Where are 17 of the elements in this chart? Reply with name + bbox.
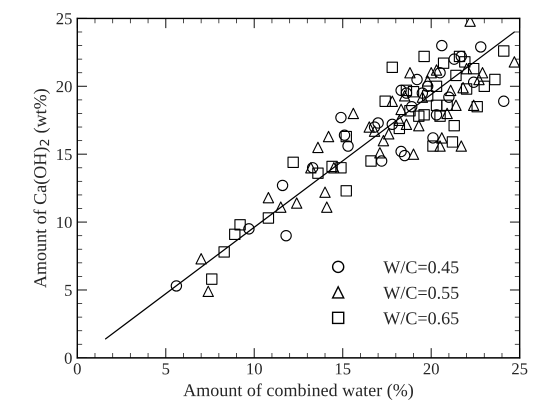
x-tick-label: 20: [424, 363, 439, 374]
legend-label: W/C=0.55: [383, 286, 458, 299]
legend-label: W/C=0.65: [383, 312, 458, 324]
legend-label: W/C=0.45: [383, 261, 458, 274]
x-tick-label: 0: [74, 363, 81, 374]
x-tick-label: 25: [512, 363, 528, 374]
y-axis-title: Amount of Ca(OH)$_{2}$ (wt%): [33, 89, 50, 288]
x-axis-title: Amount of combined water (%): [183, 383, 414, 400]
y-tick-label: 15: [57, 148, 72, 160]
x-tick-label: 5: [162, 363, 170, 374]
x-tick-label: 15: [336, 363, 350, 374]
y-tick-label: 5: [65, 284, 72, 296]
y-tick-label: 10: [57, 216, 72, 228]
y-tick-label: 25: [56, 13, 72, 24]
y-tick-label: 20: [56, 81, 72, 92]
x-tick-label: 10: [247, 363, 262, 374]
y-tick-label: 0: [64, 352, 72, 364]
